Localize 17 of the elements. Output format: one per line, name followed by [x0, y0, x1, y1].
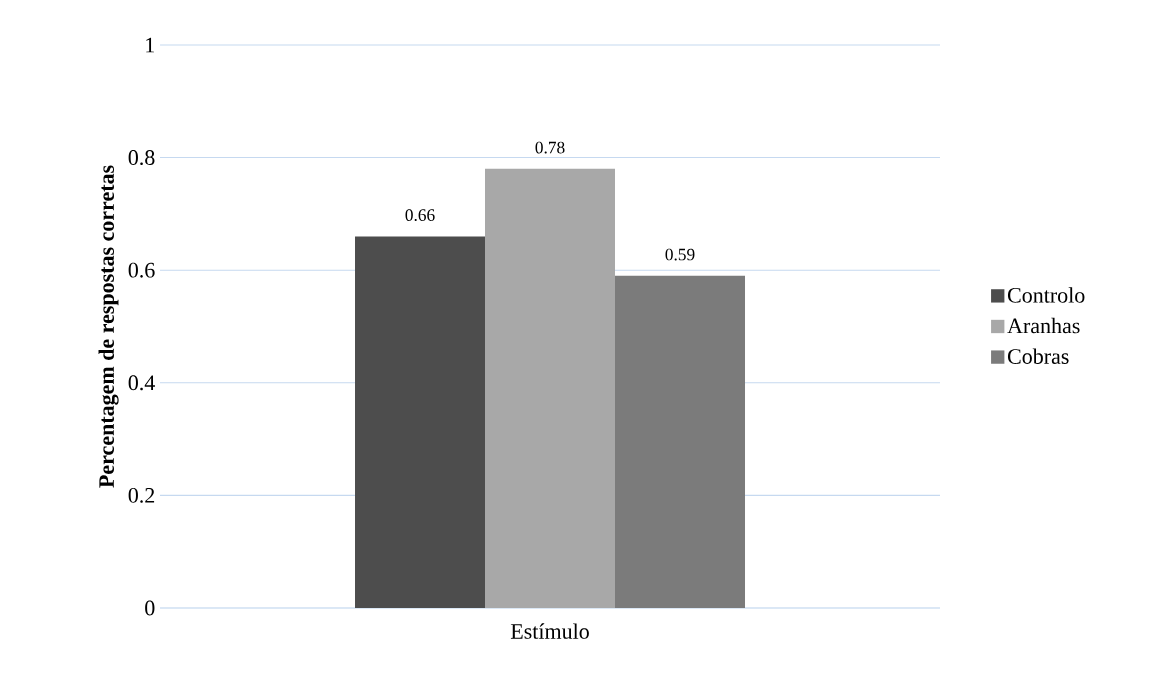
y-axis-title: Percentagem de respostas corretas	[98, 165, 119, 488]
y-tick-label: 0.2	[128, 487, 155, 503]
y-tick-label: 0.4	[128, 375, 155, 391]
x-tick-label: Estímulo	[510, 623, 589, 639]
y-tick-label: 0	[145, 600, 155, 616]
y-tick-label: 0.6	[128, 262, 155, 278]
legend-label: Aranhas	[1007, 317, 1080, 334]
data-label: 0.78	[535, 141, 565, 154]
bar	[615, 275, 746, 608]
legend-label: Controlo	[1007, 287, 1085, 303]
bar	[485, 168, 616, 608]
data-label: 0.66	[405, 209, 435, 222]
bar	[355, 236, 486, 608]
legend-label: Cobras	[1007, 348, 1069, 364]
y-tick-label: 1	[146, 37, 154, 53]
data-label: 0.59	[665, 248, 695, 261]
y-tick-label: 0.8	[128, 150, 155, 166]
